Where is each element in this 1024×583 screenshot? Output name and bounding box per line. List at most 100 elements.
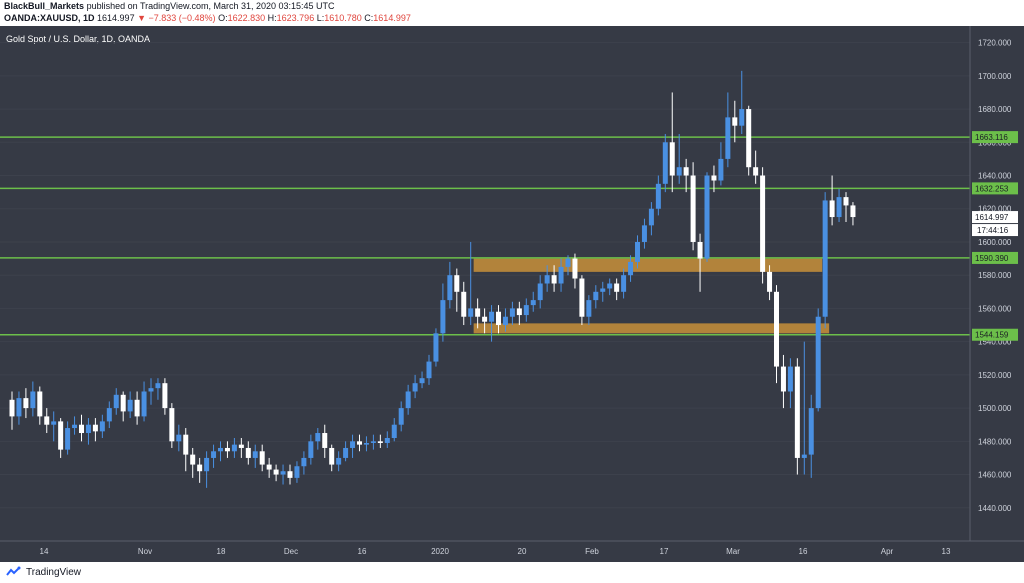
close-label: C: [364, 13, 374, 23]
candle-body [370, 441, 376, 443]
price-tick-label: 1580.000 [978, 271, 1012, 280]
candle-body [454, 275, 460, 292]
candle-body [579, 278, 585, 317]
candle-body [586, 300, 592, 317]
publisher-name[interactable]: BlackBull_Markets [4, 1, 85, 11]
low-value: 1610.780 [324, 13, 362, 23]
candle-body [780, 366, 786, 392]
candle-body [746, 109, 752, 168]
candle-body [641, 225, 647, 242]
candle-body [850, 205, 856, 218]
candle-body [725, 117, 731, 159]
candle-body [426, 361, 432, 379]
candle-body [127, 399, 133, 412]
candle-body [419, 378, 425, 384]
candle-body [565, 258, 571, 267]
candle-body [718, 158, 724, 181]
candle-body [357, 441, 362, 445]
price-tick-label: 1600.000 [978, 238, 1012, 247]
candle-body [509, 308, 515, 317]
candle-body [683, 167, 689, 176]
candle-body [440, 300, 446, 334]
candle-body [523, 305, 529, 316]
candle-body [308, 441, 314, 458]
price-tick-label: 1440.000 [978, 504, 1012, 513]
candle-body [843, 197, 849, 206]
candle-body [537, 283, 543, 301]
candle-body [801, 454, 807, 458]
candle-body [433, 333, 439, 362]
candle-body [162, 383, 168, 409]
candle-body [815, 316, 821, 409]
candle-body [51, 421, 57, 425]
candle-body [141, 391, 147, 417]
tradingview-logo[interactable]: TradingView [6, 566, 81, 578]
candle-body [301, 457, 307, 467]
candle-body [99, 421, 105, 432]
tradingview-brand: TradingView [26, 566, 82, 578]
candle-body [211, 451, 217, 458]
candle-body [482, 316, 488, 322]
tradingview-icon [6, 566, 22, 578]
candle-body [58, 421, 64, 450]
candle-body [65, 428, 71, 450]
candle-body [690, 175, 696, 242]
price-tick-label: 1720.000 [978, 39, 1012, 48]
candle-body [530, 300, 536, 306]
candle-body [23, 398, 29, 409]
time-tick-label: Dec [284, 547, 298, 556]
level-label-bg [972, 251, 1018, 264]
time-tick-label: Apr [881, 547, 894, 556]
candle-body [774, 291, 779, 367]
candle-body [252, 451, 258, 458]
candle-body [829, 200, 835, 218]
candle-body [384, 438, 390, 443]
candle-body [475, 308, 481, 317]
candle-body [44, 416, 50, 425]
candle-body [120, 394, 126, 412]
candles [9, 70, 856, 488]
change-value: ▼ −7.833 (−0.48%) [137, 13, 216, 23]
candle-body [169, 408, 175, 442]
candle-body [72, 424, 78, 429]
candle-body [204, 457, 210, 472]
candle-body [266, 464, 272, 470]
time-axis[interactable]: 14 Nov 18 Dec 16 2020 20 Feb 17 Mar 16 Apr 13 [40, 547, 951, 556]
candle-body [655, 183, 661, 209]
candle-body [753, 167, 759, 176]
price-tick-label: 1480.000 [978, 437, 1012, 446]
price-axis[interactable]: 1440.000 1460.000 1480.000 1500.000 1520.000… [978, 39, 1012, 513]
candle-body [106, 408, 112, 422]
candle-body [85, 424, 91, 434]
price-tick-label: 1680.000 [978, 105, 1012, 114]
candle-body [447, 275, 453, 301]
candle-body [350, 441, 356, 448]
level-label-bg [972, 182, 1018, 195]
grid [0, 42, 970, 509]
candle-body [676, 167, 682, 176]
countdown-bg [972, 224, 1018, 237]
chart-background [0, 26, 1024, 562]
candle-body [336, 457, 342, 465]
candle-body [79, 424, 84, 434]
symbol-label: OANDA:XAUUSD, 1D [4, 13, 95, 23]
horizontal-levels[interactable] [0, 136, 970, 336]
low-label: L: [316, 13, 325, 23]
price-tick-label: 1540.000 [978, 338, 1012, 347]
publisher-line: BlackBull_Markets published on TradingVi… [4, 1, 335, 11]
open-label: O: [218, 13, 228, 23]
countdown-label: 17:44:16 [977, 226, 1009, 235]
candle-body [593, 291, 599, 301]
price-tick-label: 1560.000 [978, 304, 1012, 313]
price-tick-label: 1700.000 [978, 72, 1012, 81]
time-tick-label: 16 [799, 547, 808, 556]
last-price: 1614.997 [97, 13, 135, 23]
candlestick-chart[interactable]: Gold Spot / U.S. Dollar, 1D, OANDA 1440.… [0, 26, 1024, 562]
candle-body [496, 311, 501, 326]
time-tick-label: 18 [217, 547, 226, 556]
candle-body [607, 283, 613, 289]
candle-body [37, 391, 43, 417]
candle-body [218, 447, 223, 452]
time-tick-label: Feb [585, 547, 599, 556]
chart-title: Gold Spot / U.S. Dollar, 1D, OANDA [6, 34, 150, 44]
